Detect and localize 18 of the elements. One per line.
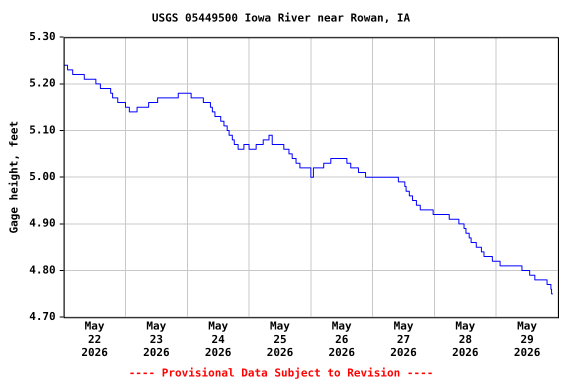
- x-tick-label: May 27 2026: [390, 320, 418, 360]
- y-tick-label: 4.70: [29, 310, 56, 324]
- y-tick-label: 4.90: [29, 216, 56, 230]
- x-tick-label: May 22 2026: [81, 320, 108, 360]
- y-tick-label: 5.20: [29, 76, 56, 90]
- y-tick-label: 5.30: [29, 30, 56, 44]
- y-axis-title: Gage height, feet: [7, 120, 20, 234]
- y-tick-label: 5.10: [29, 123, 56, 136]
- text: ---- Provisional Data Subject to Revision ----: [128, 366, 434, 380]
- x-tick-label: May 25 2026: [266, 320, 294, 360]
- x-tick-label: May 28 2026: [452, 320, 479, 360]
- x-tick-label: May 24 2026: [204, 320, 232, 360]
- y-tick-label: 5.00: [29, 170, 56, 184]
- x-tick-label: May 26 2026: [328, 320, 356, 360]
- x-tick-label: May 23 2026: [143, 320, 170, 360]
- x-tick-label: May 29 2026: [514, 320, 541, 360]
- chart-title: USGS 05449500 Iowa River near Rowan, IA: [152, 11, 411, 24]
- y-tick-label: 4.80: [29, 263, 56, 276]
